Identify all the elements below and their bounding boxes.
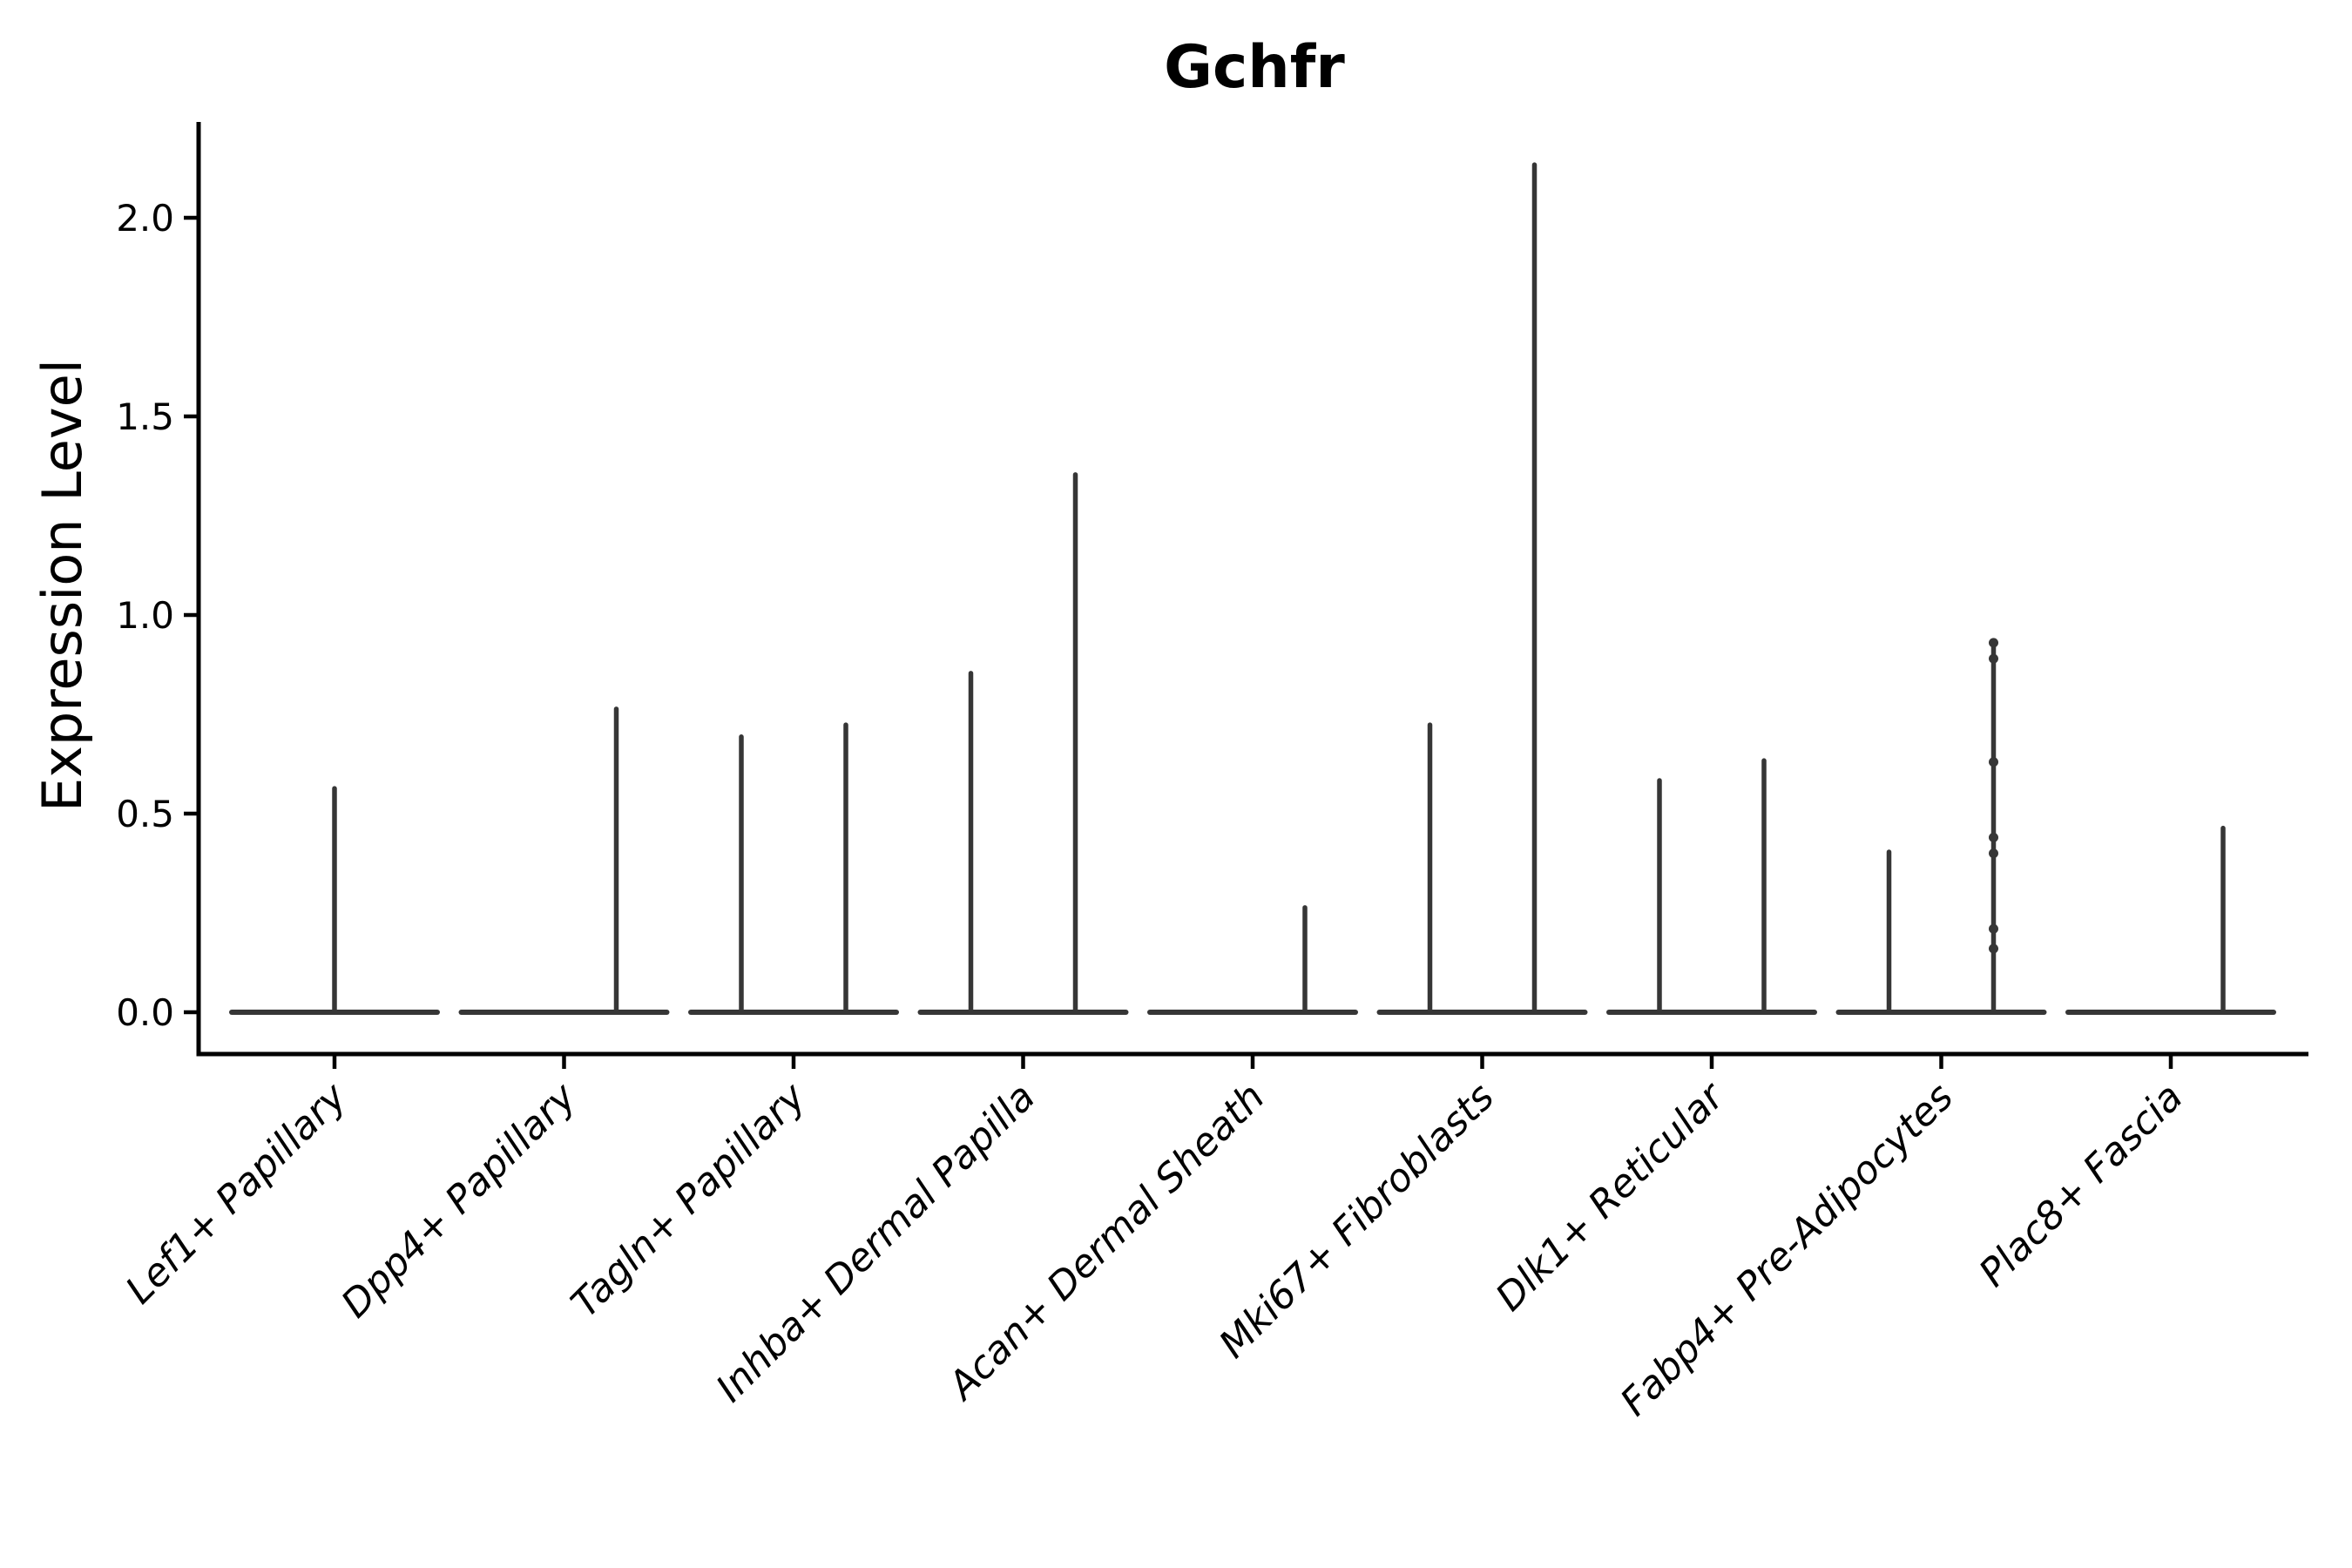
- y-tick-label: 0.5: [116, 793, 174, 835]
- x-tick-label: Dpp4+ Papillary: [333, 1074, 585, 1327]
- data-point: [1989, 848, 1998, 859]
- x-tick-labels: Lef1+ Papillary Dpp4+ Papillary Tagln+ P…: [118, 1073, 2192, 1425]
- y-ticks: [184, 215, 197, 1015]
- data-point: [1989, 923, 1998, 934]
- data-point: [1989, 943, 1998, 954]
- y-tick-labels: 0.0 0.5 1.0 1.5 2.0: [116, 197, 174, 1034]
- x-tick-label: Dlk1+ Reticular: [1487, 1073, 1734, 1320]
- y-tick-label: 1.5: [116, 395, 174, 438]
- plot-title: Gchfr: [1164, 33, 1345, 102]
- data-point: [1989, 757, 1998, 767]
- y-axis-label: Expression Level: [30, 359, 94, 812]
- data-point: [1989, 638, 1998, 648]
- x-tick-label: Plac8+ Fascia: [1970, 1075, 2191, 1295]
- x-tick-label: Lef1+ Papillary: [118, 1074, 356, 1313]
- data-point: [1989, 832, 1998, 842]
- y-tick-label: 2.0: [116, 197, 174, 240]
- data-point: [1989, 653, 1998, 664]
- y-tick-label: 1.0: [116, 594, 174, 637]
- x-ticks: [332, 1056, 2173, 1069]
- x-tick-label: Tagln+ Papillary: [563, 1074, 814, 1326]
- violin-series: [229, 162, 2276, 1015]
- y-tick-label: 0.0: [116, 991, 174, 1034]
